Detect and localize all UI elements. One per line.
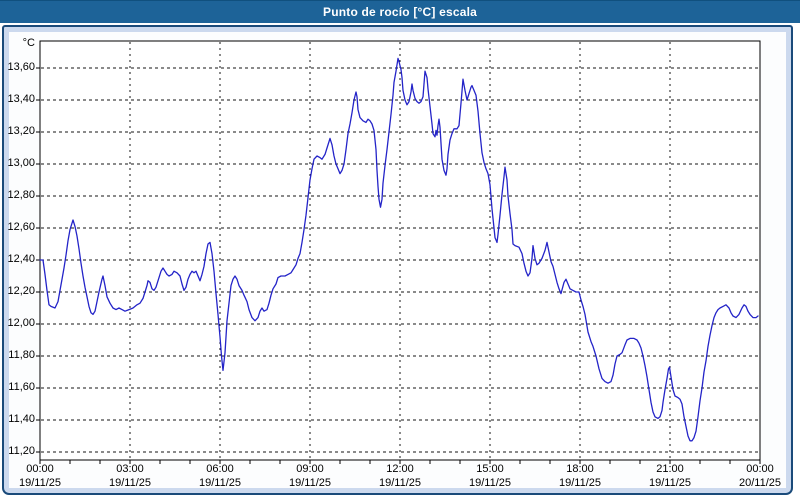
chart-frame [2, 25, 793, 495]
y-axis-unit-label: °C [22, 37, 35, 49]
x-tick-time-label: 06:00 [206, 463, 234, 475]
y-tick-label: 11,20 [8, 445, 35, 457]
chart-title: Punto de rocío [°C] escala [322, 5, 478, 19]
chart-canvas [9, 32, 786, 488]
y-tick-label: 12,40 [7, 253, 35, 265]
x-tick-time-label: 18:00 [566, 463, 594, 475]
x-tick-date-label: 19/11/25 [648, 477, 691, 489]
x-tick-time-label: 09:00 [296, 463, 324, 475]
x-tick-time-label: 03:00 [116, 463, 144, 475]
x-tick-date-label: 19/11/25 [378, 477, 421, 489]
y-tick-label: 11,40 [8, 413, 35, 425]
x-tick-date-label: 19/11/25 [288, 477, 331, 489]
x-tick-date-label: 19/11/25 [198, 477, 241, 489]
chart-title-bar: Punto de rocío [°C] escala [0, 0, 800, 23]
x-tick-date-label: 20/11/25 [738, 477, 781, 489]
y-tick-label: 12,60 [7, 221, 35, 233]
y-tick-label: 13,20 [7, 125, 35, 137]
x-tick-date-label: 19/11/25 [108, 477, 151, 489]
x-tick-time-label: 15:00 [476, 463, 504, 475]
y-tick-label: 13,40 [7, 93, 35, 105]
x-tick-time-label: 12:00 [386, 463, 414, 475]
y-tick-label: 11,60 [8, 381, 35, 393]
x-tick-time-label: 00:00 [746, 463, 774, 475]
x-tick-date-label: 19/11/25 [558, 477, 601, 489]
y-tick-label: 12,00 [7, 317, 35, 329]
x-tick-time-label: 00:00 [26, 463, 54, 475]
y-tick-label: 13,60 [7, 61, 35, 73]
y-tick-label: 12,20 [7, 285, 35, 297]
y-tick-label: 13,00 [7, 157, 35, 169]
y-tick-label: 12,80 [7, 189, 35, 201]
y-tick-label: 11,80 [8, 349, 35, 361]
x-tick-time-label: 21:00 [656, 463, 684, 475]
x-tick-date-label: 19/11/25 [18, 477, 61, 489]
x-tick-date-label: 19/11/25 [468, 477, 511, 489]
